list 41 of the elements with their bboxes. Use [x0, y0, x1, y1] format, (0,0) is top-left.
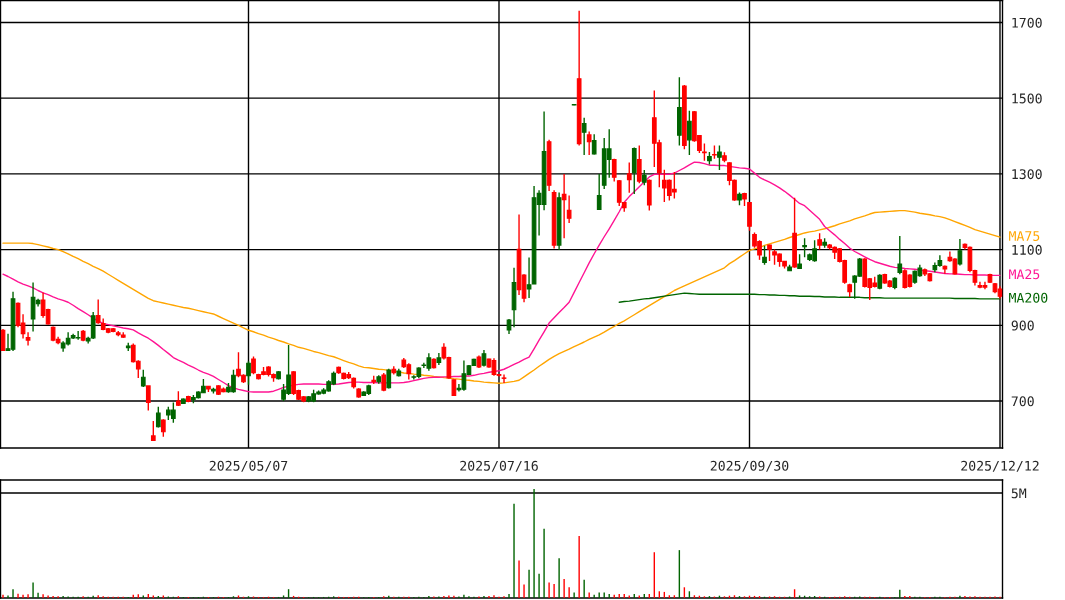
candlestick: [897, 235, 903, 275]
candlestick: [902, 268, 908, 290]
candlestick: [717, 144, 722, 171]
x-tick-label: 2025/05/07: [209, 460, 288, 472]
candlestick: [501, 373, 507, 384]
y-tick-label: 900: [1011, 320, 1034, 331]
candlestick: [170, 401, 176, 424]
candlestick: [747, 201, 752, 232]
candlestick: [626, 161, 632, 194]
candlestick: [25, 331, 31, 347]
candlestick: [150, 420, 156, 442]
candlestick: [155, 406, 161, 429]
candlestick: [762, 245, 767, 266]
candlestick: [636, 144, 642, 185]
x-tick-label: 2025/07/16: [460, 460, 538, 472]
y-tick-label: 700: [1011, 396, 1034, 407]
y-tick-label: 5M: [1011, 488, 1027, 499]
candlestick: [687, 109, 692, 156]
series-label: MA75: [1009, 231, 1040, 241]
x-tick-label: 2025/12/12: [961, 460, 1039, 472]
candlestick: [581, 117, 587, 156]
candlestick: [586, 130, 592, 156]
candlestick: [145, 385, 151, 412]
candlestick: [561, 173, 567, 239]
candlestick: [95, 298, 101, 325]
y-tick-label: 1700: [1012, 17, 1042, 28]
candlestick: [591, 133, 597, 156]
candlestick: [631, 146, 637, 195]
candlestick: [957, 238, 963, 267]
y-tick-label: 1100: [1012, 244, 1042, 255]
y-tick-label: 1500: [1012, 93, 1042, 104]
candlestick: [802, 237, 807, 258]
candlestick: [671, 171, 677, 200]
series-label: MA25: [1009, 269, 1040, 280]
candlestick: [566, 194, 572, 224]
x-tick-label: 2025/09/30: [710, 460, 789, 472]
y-tick-label: 1300: [1012, 169, 1042, 180]
candlestick: [596, 173, 602, 211]
candlestick: [246, 360, 251, 386]
candlestick: [90, 311, 96, 340]
series-label: MA200: [1009, 292, 1048, 303]
